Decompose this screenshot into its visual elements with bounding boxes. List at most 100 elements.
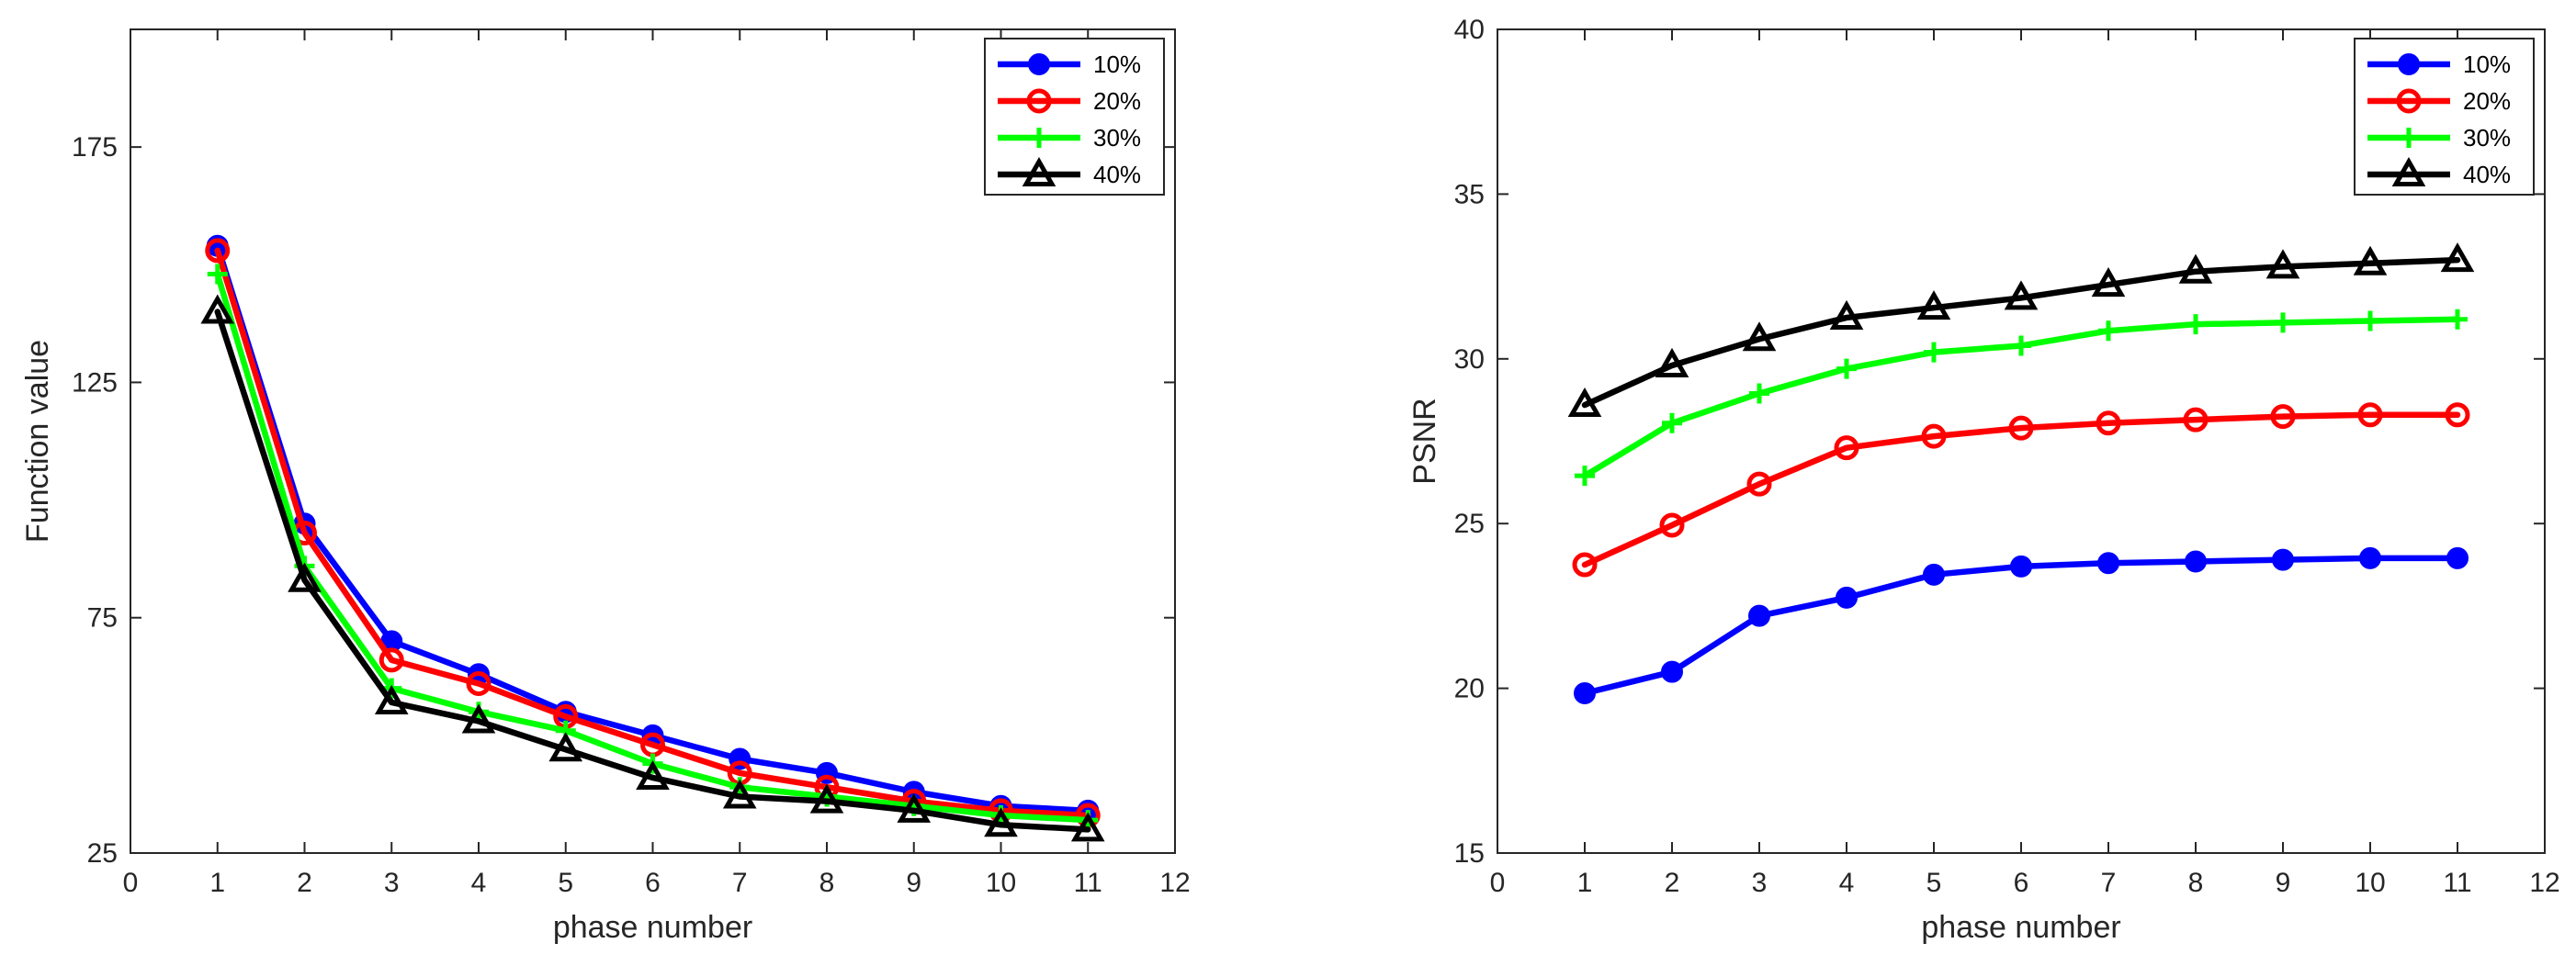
data-point [1070,812,1105,842]
series-line [214,247,1091,819]
data-point [1924,342,1944,363]
data-point [809,783,844,814]
x-tick-label: 6 [2014,868,2029,898]
y-tick-label: 40 [1454,15,1485,45]
data-point [2185,550,2207,573]
x-tick-label: 10 [986,868,1016,898]
y-axis-label: Function value [20,340,55,543]
x-tick-label: 10 [2355,868,2385,898]
x-tick-label: 0 [123,868,139,898]
series-line [1581,411,2461,568]
data-point [378,647,404,673]
data-point [2360,310,2380,331]
legend-label: 10% [2463,51,2511,78]
y-tick-label: 25 [1454,509,1485,539]
y-tick-label: 175 [72,132,118,163]
series-line [214,309,1091,833]
data-point [1829,299,1864,330]
x-tick-label: 3 [384,868,400,898]
x-tick-label: 5 [558,868,573,898]
y-axis-label: PSNR [1407,398,1442,484]
y-tick-label: 20 [1454,674,1485,704]
data-point [200,294,235,324]
x-tick-label: 9 [2276,868,2291,898]
legend-marker [1028,53,1050,75]
data-point [2010,555,2032,578]
legend-marker [2396,88,2422,114]
legend-label: 40% [1093,161,1141,188]
data-point [1923,563,1945,586]
x-tick-label: 3 [1752,868,1768,898]
x-tick-label: 0 [1490,868,1506,898]
data-point [288,562,322,592]
series-30pct [1575,309,2468,487]
x-tick-label: 11 [2443,868,2471,898]
data-point [2098,320,2118,342]
data-point [2097,552,2119,575]
legend-label: 30% [1093,124,1141,152]
data-point [2447,309,2468,330]
x-tick-label: 9 [906,868,921,898]
series-line [1581,256,2461,409]
data-point [1662,412,1682,433]
x-axis-label: phase number [1921,910,2120,945]
data-point [1567,387,1602,418]
legend-marker [1029,128,1049,148]
data-point [722,779,757,809]
x-tick-label: 2 [1665,868,1680,898]
data-point [2359,546,2381,569]
x-tick-label: 1 [209,868,225,898]
data-point [2357,402,2383,428]
legend-label: 20% [2463,87,2511,115]
y-tick-label: 125 [72,367,118,398]
x-tick-label: 5 [1926,868,1942,898]
data-point [2096,410,2121,436]
x-tick-label: 8 [2188,868,2204,898]
data-point [2008,415,2034,441]
data-point [2183,407,2209,432]
data-point [2265,249,2300,279]
data-point [1921,423,1947,449]
legend-marker [2399,128,2419,148]
x-tick-label: 2 [297,868,312,898]
data-point [2178,253,2213,284]
data-point [1836,586,1858,609]
data-point [2446,546,2469,569]
x-tick-label: 1 [1577,868,1593,898]
series-40pct [1567,242,2475,418]
x-tick-label: 7 [732,868,748,898]
data-point [1574,681,1596,704]
y-tick-label: 25 [87,838,118,869]
data-point [548,732,583,762]
data-point [2004,280,2039,310]
legend: 10% 20% 30% 40% [2354,38,2535,196]
x-tick-label: 11 [1074,868,1102,898]
x-tick-label: 8 [819,868,835,898]
legend-label: 20% [1093,87,1141,115]
x-tick-label: 6 [645,868,661,898]
data-point [1661,660,1683,683]
series-20pct [1572,402,2470,578]
series-10pct [1574,546,2469,704]
data-point [1836,358,1857,379]
data-point [2091,267,2126,298]
data-point [1659,512,1685,538]
legend-marker [1026,88,1052,114]
x-tick-label: 12 [1159,868,1190,898]
data-point [1575,466,1595,487]
data-point [2270,404,2296,430]
data-point [1742,321,1777,352]
data-point [2353,245,2388,275]
y-tick-label: 35 [1454,179,1485,209]
data-point [207,264,228,285]
data-point [205,238,231,264]
data-point [636,759,670,790]
data-point [1572,552,1598,578]
data-point [466,670,491,696]
data-point [1655,347,1689,377]
data-point [374,684,409,714]
legend-marker [2398,53,2420,75]
data-point [897,792,932,823]
